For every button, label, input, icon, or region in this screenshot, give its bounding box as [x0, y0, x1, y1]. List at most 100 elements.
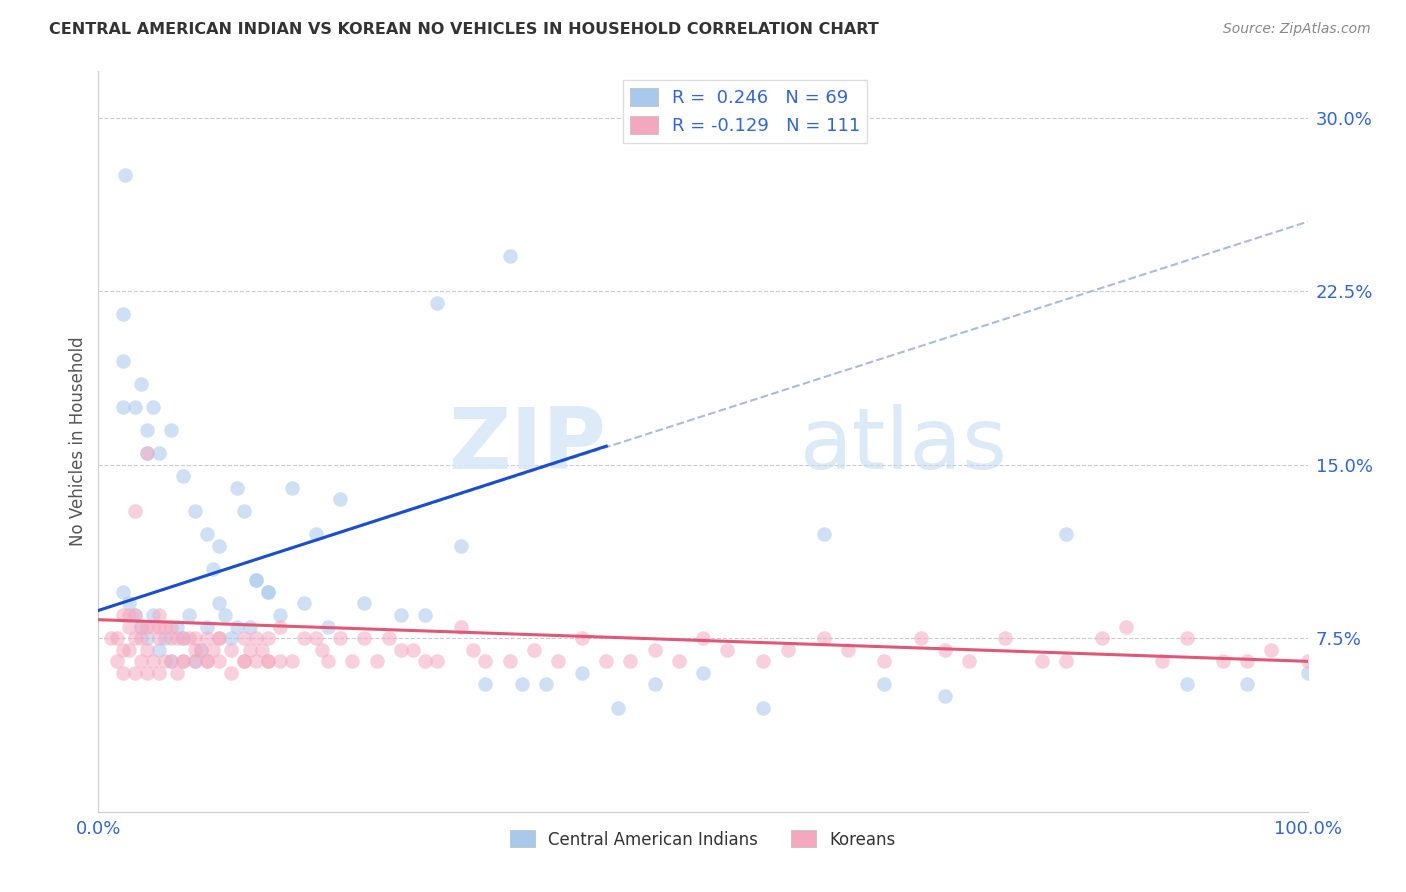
Point	[172, 654, 194, 668]
Point	[450, 539, 472, 553]
Point	[160, 619, 183, 633]
Point	[510, 677, 533, 691]
Point	[547, 654, 569, 668]
Point	[172, 654, 194, 668]
Point	[160, 423, 183, 437]
Point	[1296, 654, 1319, 668]
Point	[269, 654, 291, 668]
Point	[813, 631, 835, 645]
Point	[239, 642, 262, 657]
Point	[190, 642, 212, 657]
Point	[142, 400, 165, 414]
Point	[232, 631, 254, 645]
Point	[752, 654, 775, 668]
Point	[837, 642, 859, 657]
Point	[250, 642, 273, 657]
Point	[342, 654, 364, 668]
Point	[316, 654, 339, 668]
Point	[105, 631, 128, 645]
Point	[148, 619, 170, 633]
Point	[124, 665, 146, 680]
Point	[305, 631, 328, 645]
Point	[256, 585, 278, 599]
Point	[752, 700, 775, 714]
Point	[190, 642, 212, 657]
Point	[692, 665, 714, 680]
Point	[160, 654, 183, 668]
Point	[226, 619, 249, 633]
Point	[195, 619, 218, 633]
Point	[208, 654, 231, 668]
Point	[281, 654, 304, 668]
Point	[1152, 654, 1174, 668]
Point	[153, 654, 176, 668]
Point	[316, 619, 339, 633]
Point	[129, 376, 152, 391]
Point	[402, 642, 425, 657]
Point	[1031, 654, 1053, 668]
Point	[135, 665, 157, 680]
Point	[166, 631, 188, 645]
Point	[129, 619, 152, 633]
Point	[692, 631, 714, 645]
Point	[571, 665, 593, 680]
Point	[232, 654, 254, 668]
Point	[463, 642, 485, 657]
Point	[184, 654, 207, 668]
Point	[426, 295, 449, 310]
Point	[366, 654, 388, 668]
Point	[873, 654, 896, 668]
Point	[934, 642, 956, 657]
Point	[124, 608, 146, 623]
Y-axis label: No Vehicles in Household: No Vehicles in Household	[69, 336, 87, 547]
Point	[245, 574, 267, 588]
Point	[166, 619, 188, 633]
Point	[668, 654, 690, 668]
Point	[160, 631, 183, 645]
Point	[142, 608, 165, 623]
Point	[1260, 642, 1282, 657]
Point	[353, 597, 375, 611]
Point	[776, 642, 799, 657]
Point	[232, 654, 254, 668]
Text: Source: ZipAtlas.com: Source: ZipAtlas.com	[1223, 22, 1371, 37]
Point	[292, 597, 315, 611]
Point	[184, 631, 207, 645]
Point	[124, 608, 146, 623]
Point	[239, 619, 262, 633]
Point	[105, 654, 128, 668]
Point	[269, 608, 291, 623]
Point	[111, 400, 134, 414]
Point	[172, 631, 194, 645]
Point	[498, 654, 520, 668]
Point	[114, 169, 136, 183]
Point	[571, 631, 593, 645]
Point	[129, 619, 152, 633]
Point	[256, 585, 278, 599]
Point	[111, 608, 134, 623]
Point	[111, 642, 134, 657]
Point	[245, 654, 267, 668]
Point	[716, 642, 738, 657]
Point	[1054, 654, 1077, 668]
Point	[118, 608, 141, 623]
Point	[595, 654, 617, 668]
Point	[957, 654, 980, 668]
Point	[160, 654, 183, 668]
Point	[184, 504, 207, 518]
Point	[292, 631, 315, 645]
Point	[644, 642, 666, 657]
Point	[1296, 665, 1319, 680]
Point	[1236, 677, 1258, 691]
Point	[148, 608, 170, 623]
Point	[474, 677, 496, 691]
Point	[1175, 677, 1198, 691]
Point	[124, 504, 146, 518]
Point	[172, 631, 194, 645]
Point	[111, 585, 134, 599]
Point	[1091, 631, 1114, 645]
Point	[148, 642, 170, 657]
Point	[195, 654, 218, 668]
Point	[142, 619, 165, 633]
Point	[111, 307, 134, 321]
